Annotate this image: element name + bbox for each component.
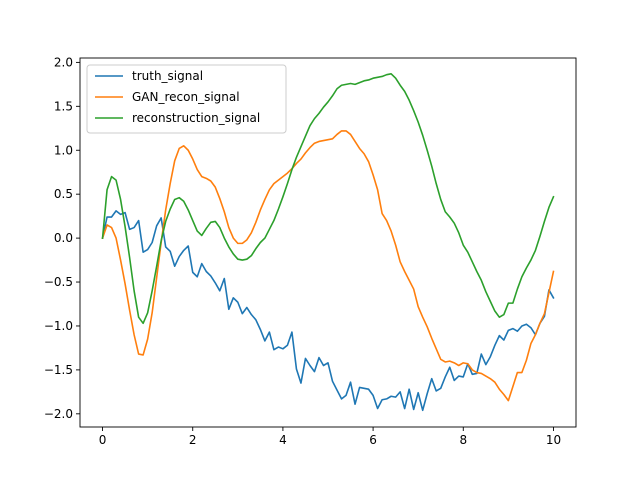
x-tick-label: 4 bbox=[279, 433, 287, 447]
legend: truth_signal GAN_recon_signal reconstructi… bbox=[86, 64, 287, 134]
y-tick-label: 2.0 bbox=[54, 55, 73, 69]
y-tick-label: 1.5 bbox=[54, 99, 73, 113]
axes-frame bbox=[79, 57, 577, 428]
x-tick-label: 10 bbox=[546, 433, 561, 447]
legend-box bbox=[86, 64, 287, 134]
y-tick-label: 0.0 bbox=[54, 231, 73, 245]
series-line-reconstruction-signal bbox=[101, 73, 555, 325]
y-tick-label: −2.0 bbox=[44, 407, 73, 421]
x-axis: 0 2 4 6 8 10 bbox=[99, 427, 561, 447]
legend-label-reconstruction-signal: reconstruction_signal bbox=[132, 111, 260, 125]
y-axis: −2.0 −1.5 −1.0 −0.5 0.0 0.5 1.0 1.5 2.0 bbox=[44, 55, 80, 421]
x-tick-label: 6 bbox=[369, 433, 377, 447]
legend-label-GAN-recon-signal: GAN_recon_signal bbox=[132, 90, 240, 104]
x-tick-label: 0 bbox=[99, 433, 107, 447]
legend-label-truth-signal: truth_signal bbox=[132, 69, 203, 83]
series-layer bbox=[101, 73, 555, 412]
x-tick-label: 8 bbox=[459, 433, 467, 447]
x-tick-label: 2 bbox=[189, 433, 197, 447]
y-tick-label: −1.5 bbox=[44, 363, 73, 377]
axes-spines bbox=[79, 57, 577, 428]
series-line-GAN-recon-signal bbox=[101, 130, 555, 402]
y-tick-label: −1.0 bbox=[44, 319, 73, 333]
y-tick-label: 0.5 bbox=[54, 187, 73, 201]
series-line-truth-signal bbox=[101, 210, 555, 412]
y-tick-label: −0.5 bbox=[44, 275, 73, 289]
y-tick-label: 1.0 bbox=[54, 143, 73, 157]
